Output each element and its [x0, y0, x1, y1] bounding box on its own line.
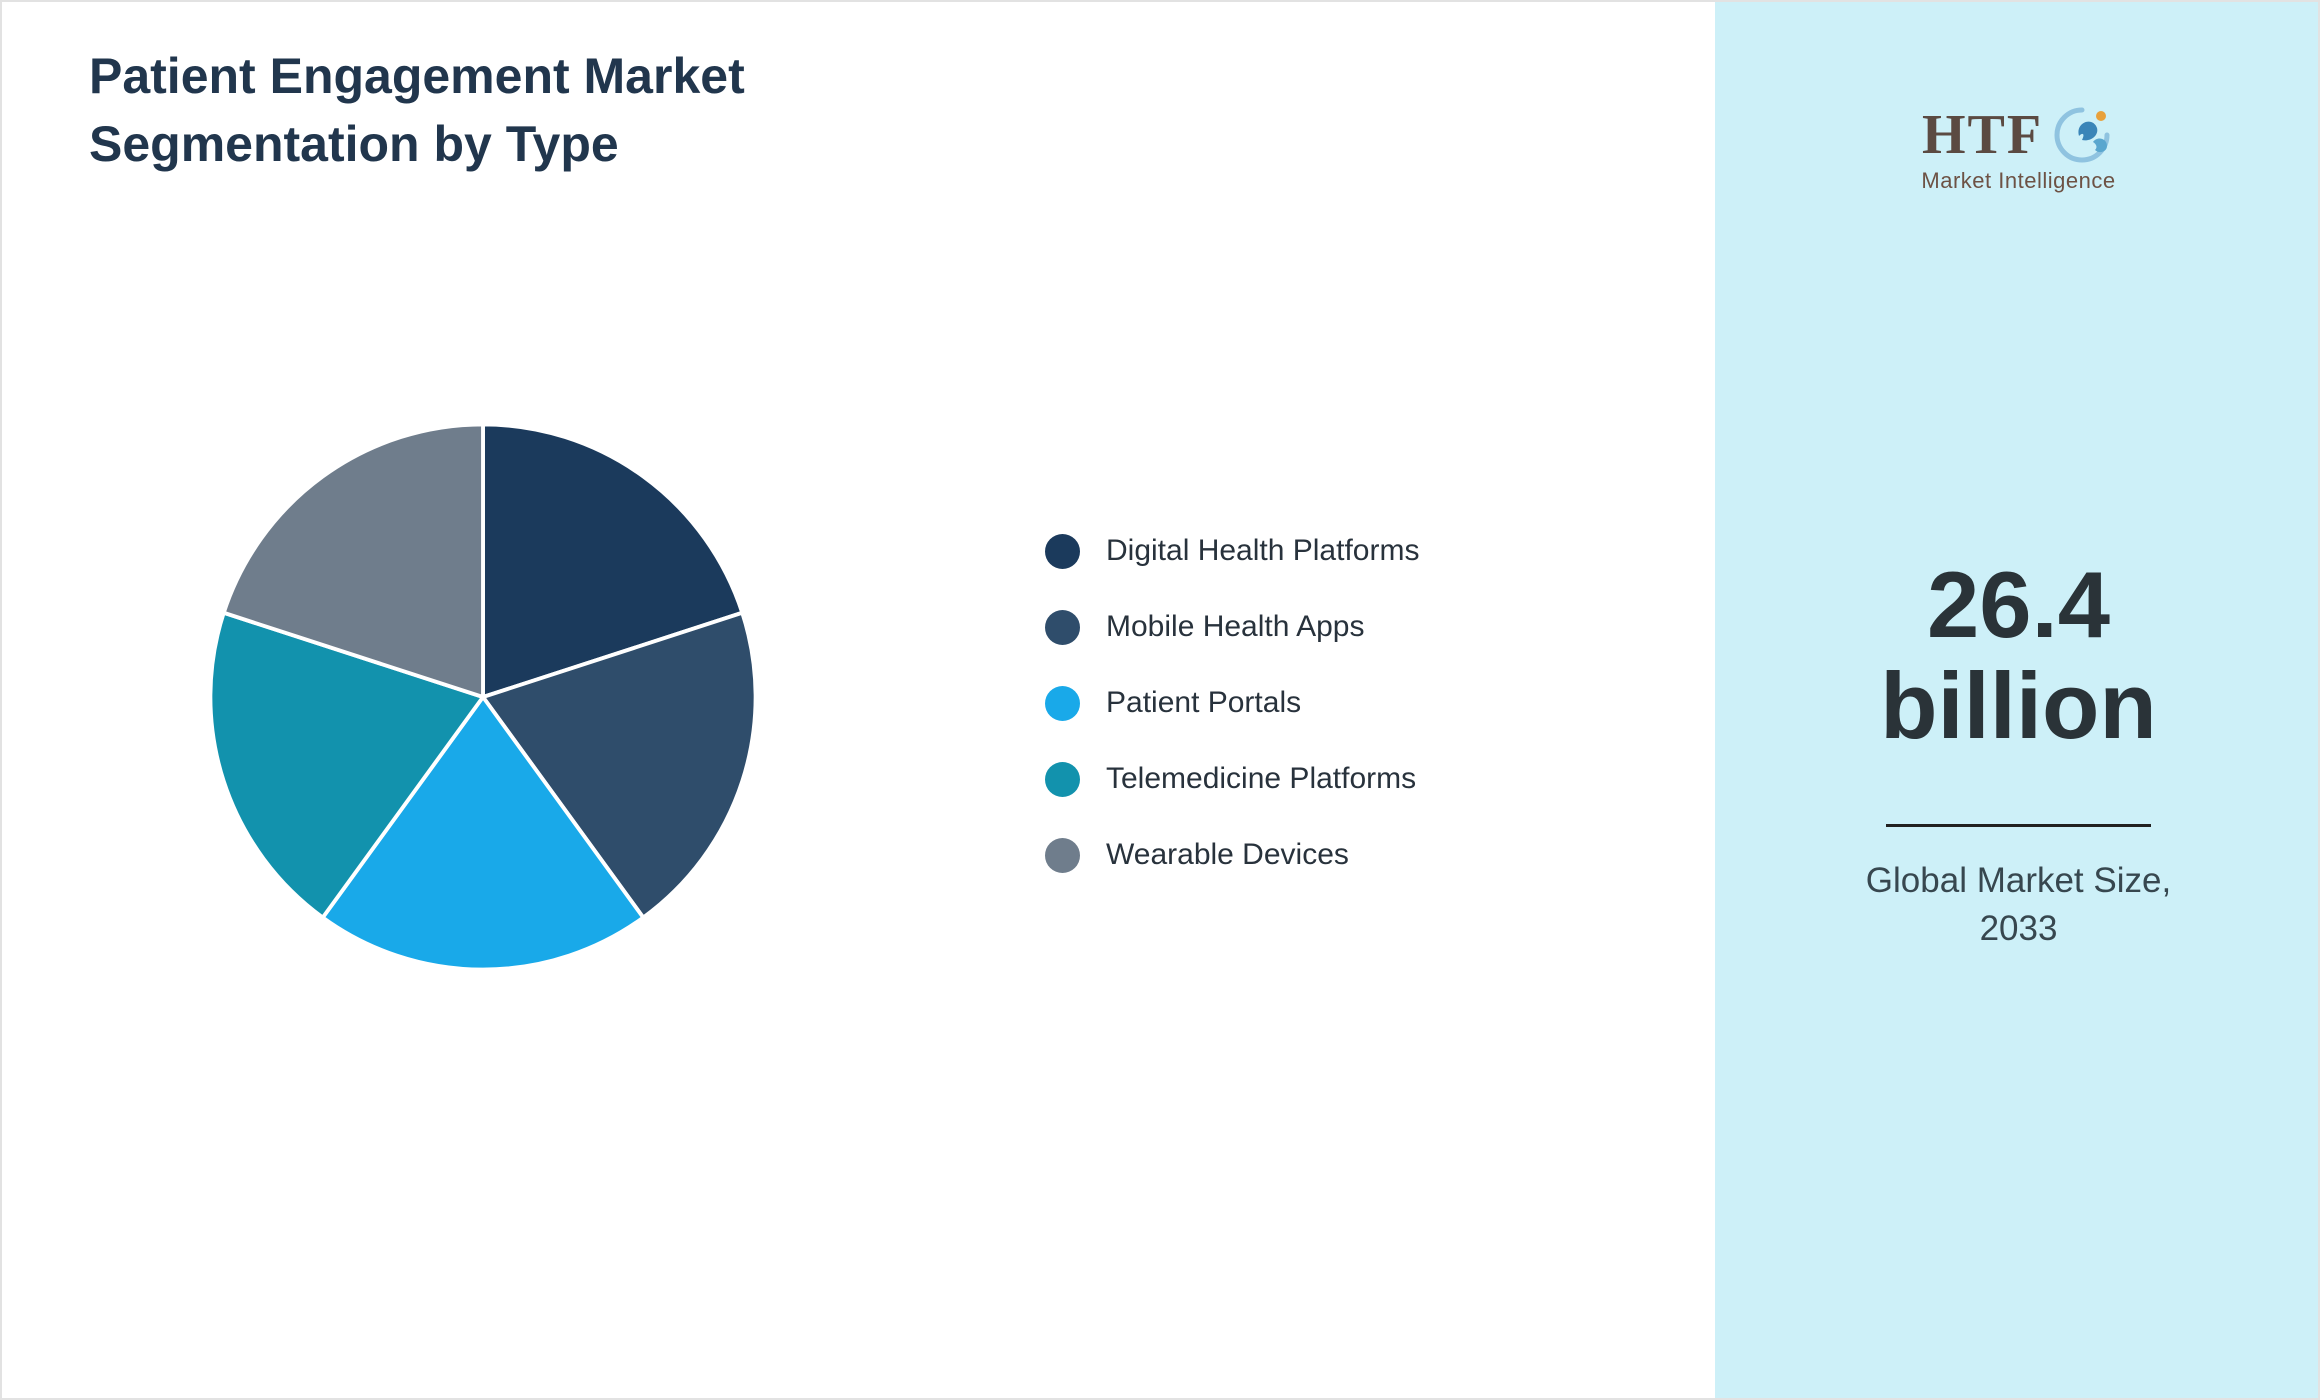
legend-dot — [1045, 685, 1080, 721]
stat-value-line1: 26.4 — [1927, 552, 2110, 657]
logo-text: HTF — [1921, 104, 2044, 166]
stat-label-line1: Global Market Size, — [1865, 861, 2172, 900]
stat-label-line2: 2033 — [1979, 909, 2058, 948]
legend-dot — [1045, 609, 1080, 645]
pie-slice — [320, 695, 646, 972]
legend-label: Digital Health Platforms — [1106, 534, 1420, 567]
logo-subtext: Market Intelligence — [1921, 168, 2116, 193]
chart-title: Patient Engagement Market Segmentation b… — [89, 42, 745, 178]
chart-title-line1: Patient Engagement Market — [89, 48, 745, 104]
legend-item: Wearable Devices — [1045, 833, 1419, 877]
pie-slice — [208, 610, 485, 920]
legend-dot — [1045, 761, 1080, 797]
pie-chart — [208, 422, 758, 972]
dolphin-icon — [2054, 107, 2110, 163]
chart-legend: Digital Health Platforms Mobile Health A… — [1045, 529, 1419, 877]
pie-chart-area — [193, 407, 773, 987]
sidebar-panel: HTF Market Intelligence 26.4 billion Glo… — [1715, 2, 2318, 1398]
pie-slice — [481, 610, 758, 920]
market-size-stat: 26.4 billion Global Market Size, 2033 — [1715, 554, 2318, 953]
stat-value-line2: billion — [1880, 653, 2157, 758]
legend-label: Wearable Devices — [1106, 838, 1349, 871]
stat-value: 26.4 billion — [1880, 554, 2157, 756]
legend-item: Patient Portals — [1045, 681, 1419, 725]
stat-label: Global Market Size, 2033 — [1866, 857, 2171, 953]
legend-label: Telemedicine Platforms — [1106, 762, 1417, 795]
pie-slice — [221, 422, 485, 699]
pie-slice — [481, 422, 745, 699]
htf-logo: HTF Market Intelligence — [1715, 102, 2318, 194]
legend-label: Mobile Health Apps — [1106, 610, 1365, 643]
legend-dot — [1045, 533, 1080, 569]
stat-divider — [1886, 824, 2151, 827]
legend-item: Digital Health Platforms — [1045, 529, 1419, 573]
legend-label: Patient Portals — [1106, 686, 1302, 719]
chart-title-line2: Segmentation by Type — [89, 116, 619, 172]
legend-item: Telemedicine Platforms — [1045, 757, 1419, 801]
legend-item: Mobile Health Apps — [1045, 605, 1419, 649]
legend-dot — [1045, 837, 1080, 873]
